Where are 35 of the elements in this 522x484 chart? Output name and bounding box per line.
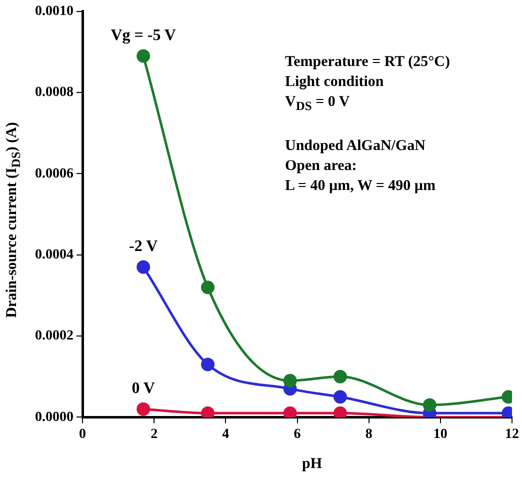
point [283, 374, 297, 388]
x-tick-label: 8 [365, 427, 372, 442]
point [333, 406, 347, 418]
series-label: 0 V [132, 380, 156, 398]
y-tick-label: 0.0002 [35, 328, 74, 344]
point [136, 49, 150, 63]
x-tick-label: 4 [222, 427, 230, 442]
annotation: L = 40 µm, W = 490 µm [285, 177, 437, 196]
x-tick-label: 12 [505, 427, 519, 442]
annotation: Light condition [285, 73, 385, 92]
annotation: Temperature = RT (25°C) [285, 53, 450, 72]
point [136, 260, 150, 274]
y-tick-label: 0.0006 [35, 166, 74, 182]
series-label: Vg = -5 V [110, 27, 176, 44]
point [201, 280, 215, 294]
point [333, 370, 347, 384]
annotation: Open area: [285, 157, 358, 176]
x-tick-label: 2 [150, 427, 158, 442]
y-tick-label: 0.0010 [35, 4, 74, 20]
annotation: V$_{DS}$ = 0 V [285, 93, 351, 115]
point [201, 406, 215, 418]
x-tick-label: 0 [79, 427, 86, 442]
y-tick-label: 0.0008 [35, 85, 74, 100]
y-tick-label: 0.0000 [35, 410, 74, 425]
point [201, 358, 215, 372]
y-tick-label: 0.0004 [35, 247, 74, 262]
x-tick-label: 6 [294, 427, 301, 442]
point [422, 398, 436, 412]
series-label: -2 V [129, 238, 158, 256]
point [333, 390, 347, 404]
point [136, 402, 150, 416]
x-axis-title: pH [302, 456, 322, 473]
x-tick-label: 10 [433, 427, 448, 442]
annotation: Undoped AlGaN/GaN [285, 137, 426, 156]
point [283, 406, 297, 418]
